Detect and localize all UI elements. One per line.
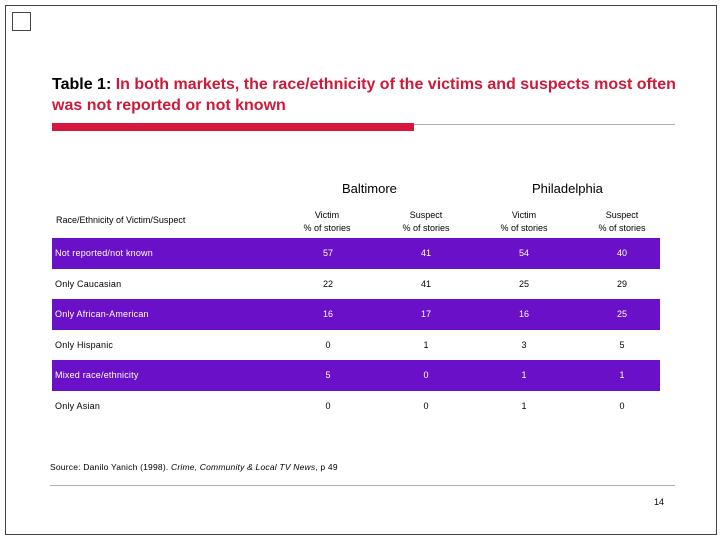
footer-divider [50,485,675,486]
row-label: Only African-American [55,309,149,319]
table-cell: 22 [322,279,333,289]
table-cell: 1 [521,370,527,380]
table-cell: 29 [616,279,627,289]
table-cell: 0 [423,401,429,411]
col-header-line1: Suspect [605,210,639,220]
table-cell: 16 [322,309,333,319]
table-cell: 0 [325,340,331,350]
slide-frame [5,5,717,535]
table-cell: 0 [325,401,331,411]
table-cell: 5 [619,340,625,350]
col-header-line1: Victim [314,210,340,220]
col-header-line2: % of stories [500,223,548,233]
row-header: Race/Ethnicity of Victim/Suspect [56,215,186,225]
title-prefix: Table 1: [52,76,112,93]
table-cell: 0 [423,370,429,380]
market-philadelphia: Philadelphia [532,181,603,196]
source-title: Crime, Community & Local TV News [170,462,316,472]
col-header-line2: % of stories [402,223,450,233]
page-number: 14 [654,497,665,507]
title-accent-bar [52,123,414,131]
col-header-baltimore-victim: Victim % of stories [287,209,367,235]
table-cell: 54 [518,248,529,258]
col-header-philadelphia-victim: Victim % of stories [484,209,564,235]
row-label: Only Asian [55,401,101,411]
table-row: Mixed race/ethnicity 5 0 1 1 [52,360,660,391]
title-divider [414,124,675,125]
col-header-line1: Suspect [409,210,443,220]
table-cell: 1 [423,340,429,350]
title-text: In both markets, the race/ethnicity of t… [52,76,676,114]
table-row: Only Caucasian 22 41 25 29 [52,269,660,300]
table-row: Only Asian 0 0 1 0 [52,391,660,422]
table-cell: 57 [322,248,333,258]
market-baltimore: Baltimore [342,181,397,196]
row-label: Only Hispanic [55,340,114,350]
row-label: Mixed race/ethnicity [55,370,139,380]
table-cell: 41 [420,248,431,258]
col-header-baltimore-suspect: Suspect % of stories [386,209,466,235]
table-cell: 0 [619,401,625,411]
source-prefix: Source: Danilo Yanich (1998). [50,462,169,472]
table-cell: 17 [420,309,431,319]
col-header-line1: Victim [511,210,537,220]
table-cell: 40 [616,248,627,258]
row-label: Not reported/not known [55,248,153,258]
table-cell: 3 [521,340,527,350]
slide-title: Table 1: In both markets, the race/ethni… [52,74,692,116]
bullet-box-icon [12,12,31,31]
table-cell: 25 [518,279,529,289]
table-cell: 16 [518,309,529,319]
source-note: Source: Danilo Yanich (1998). Crime, Com… [50,462,338,472]
col-header-philadelphia-suspect: Suspect % of stories [582,209,662,235]
table-row: Only African-American 16 17 16 25 [52,299,660,330]
col-header-line2: % of stories [598,223,646,233]
table-cell: 5 [325,370,331,380]
table-row: Not reported/not known 57 41 54 40 [52,238,660,269]
table-cell: 41 [420,279,431,289]
source-suffix: , p 49 [315,462,338,472]
table-cell: 1 [619,370,625,380]
row-label: Only Caucasian [55,279,122,289]
table-cell: 1 [521,401,527,411]
col-header-line2: % of stories [303,223,351,233]
table-row: Only Hispanic 0 1 3 5 [52,330,660,361]
table-cell: 25 [616,309,627,319]
